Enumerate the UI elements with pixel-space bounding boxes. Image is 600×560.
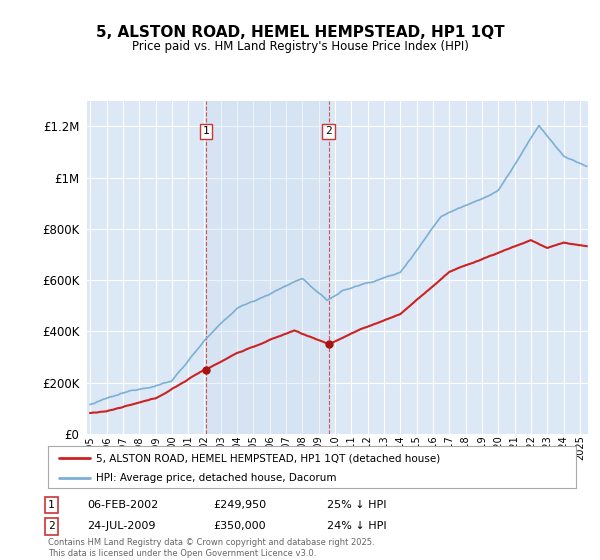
Text: HPI: Average price, detached house, Dacorum: HPI: Average price, detached house, Daco… (95, 473, 336, 483)
Text: 24% ↓ HPI: 24% ↓ HPI (327, 521, 386, 531)
Text: 5, ALSTON ROAD, HEMEL HEMPSTEAD, HP1 1QT: 5, ALSTON ROAD, HEMEL HEMPSTEAD, HP1 1QT (95, 25, 505, 40)
Text: Contains HM Land Registry data © Crown copyright and database right 2025.
This d: Contains HM Land Registry data © Crown c… (48, 538, 374, 558)
Text: 06-FEB-2002: 06-FEB-2002 (87, 500, 158, 510)
Text: Price paid vs. HM Land Registry's House Price Index (HPI): Price paid vs. HM Land Registry's House … (131, 40, 469, 53)
Text: 24-JUL-2009: 24-JUL-2009 (87, 521, 155, 531)
Text: £350,000: £350,000 (213, 521, 266, 531)
Text: 1: 1 (203, 127, 209, 137)
Text: 2: 2 (325, 127, 332, 137)
Bar (206, 101, 329, 434)
Text: 25% ↓ HPI: 25% ↓ HPI (327, 500, 386, 510)
Text: 1: 1 (48, 500, 55, 510)
Text: 5, ALSTON ROAD, HEMEL HEMPSTEAD, HP1 1QT (detached house): 5, ALSTON ROAD, HEMEL HEMPSTEAD, HP1 1QT… (95, 453, 440, 463)
Text: £249,950: £249,950 (213, 500, 266, 510)
Text: 2: 2 (48, 521, 55, 531)
